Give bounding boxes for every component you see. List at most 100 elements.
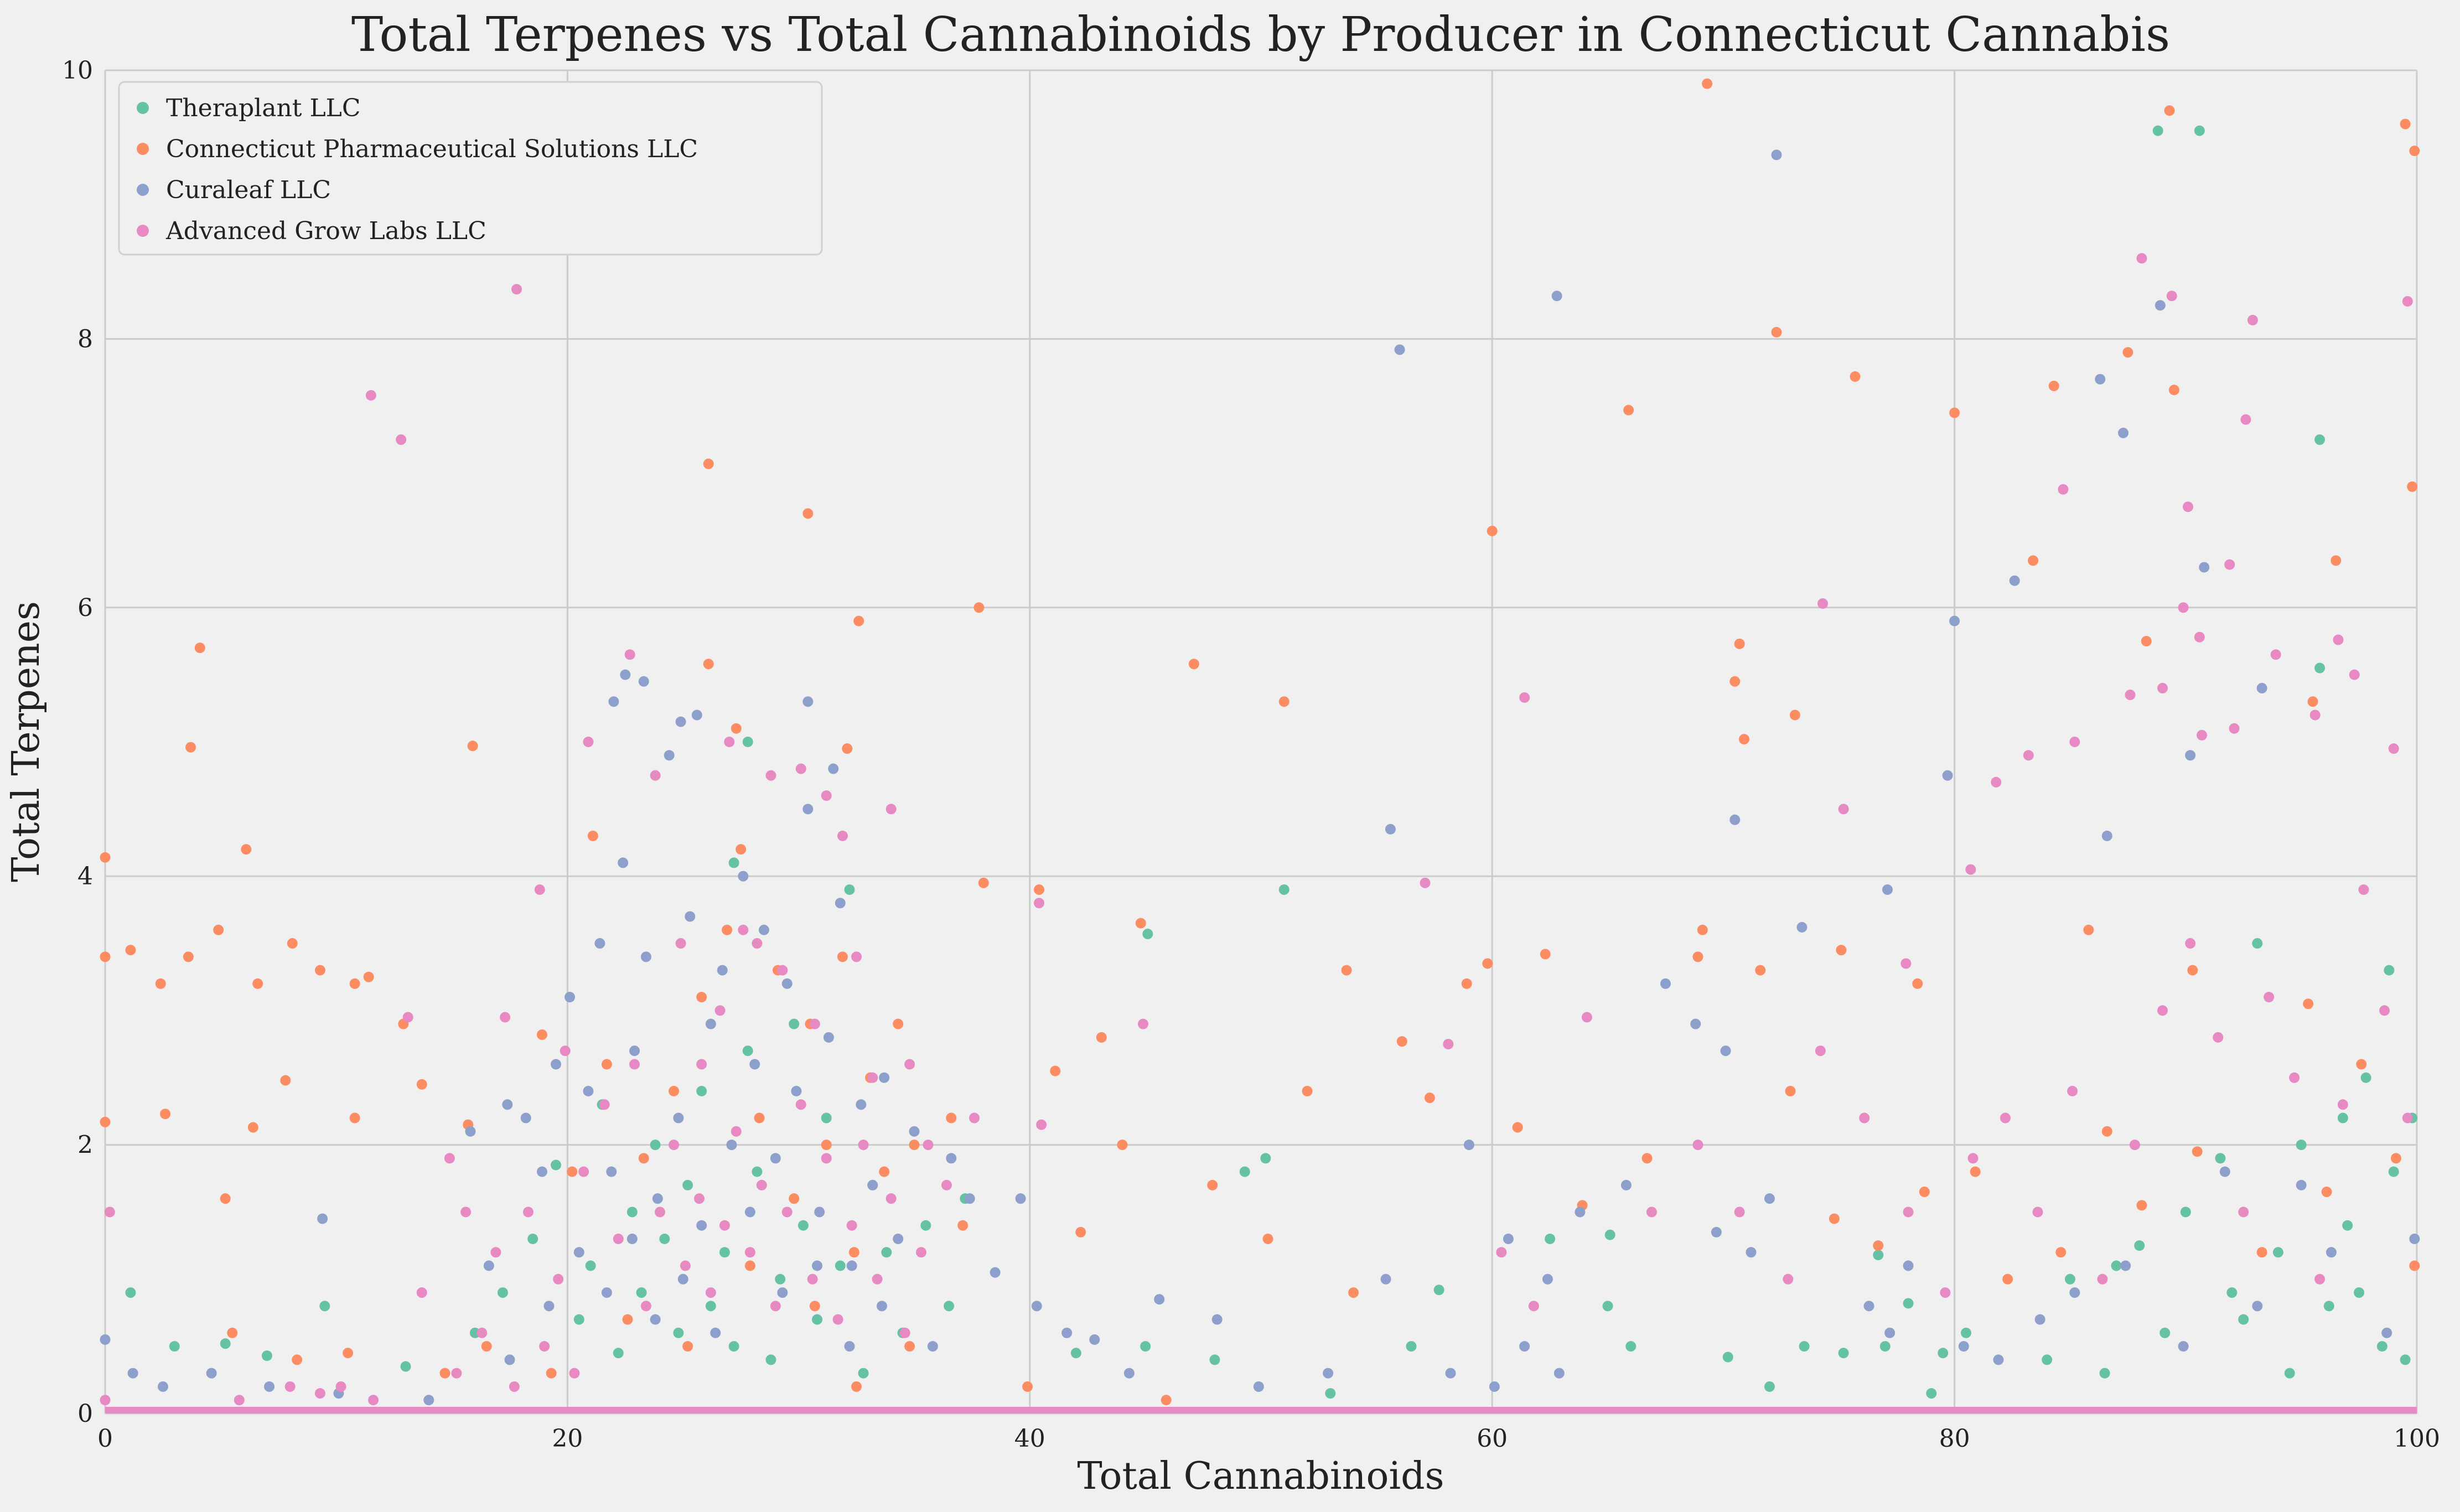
data-point (858, 1140, 869, 1151)
data-point (696, 1220, 707, 1231)
data-point (2064, 1273, 2075, 1285)
x-tick-label: 100 (2394, 1425, 2440, 1453)
series-2 (100, 149, 2420, 1406)
data-point (1034, 898, 1045, 909)
data-point (703, 458, 714, 469)
data-point (904, 1059, 915, 1070)
data-point (1096, 1032, 1107, 1043)
data-point (1015, 1193, 1026, 1204)
data-point (1729, 676, 1741, 687)
data-point (673, 1327, 684, 1338)
data-point (1034, 884, 1045, 895)
data-point (2213, 1032, 2224, 1043)
data-point (703, 659, 714, 670)
data-point (835, 1260, 846, 1271)
data-point (520, 1112, 531, 1123)
data-point (2197, 729, 2208, 741)
data-point (802, 696, 814, 707)
data-point (832, 1314, 843, 1325)
data-point (1260, 1153, 1271, 1164)
data-point (744, 1247, 755, 1258)
data-point (2360, 1072, 2371, 1083)
data-point (2101, 1126, 2112, 1137)
data-point (802, 508, 814, 519)
data-point (1900, 958, 1912, 969)
data-point (527, 1233, 538, 1244)
data-point (2303, 998, 2314, 1009)
data-point (941, 1179, 952, 1190)
data-point (789, 1193, 800, 1204)
data-point (2157, 1005, 2168, 1016)
data-point (368, 1395, 379, 1406)
data-point (756, 1179, 767, 1190)
data-point (1879, 1341, 1891, 1352)
data-point (127, 1368, 138, 1379)
data-point (1137, 1018, 1148, 1029)
data-point (1161, 1395, 1172, 1406)
data-point (797, 1220, 809, 1231)
data-point (876, 1301, 887, 1312)
chart-title: Total Terpenes vs Total Cannabinoids by … (351, 7, 2170, 63)
data-point (2194, 631, 2205, 643)
data-point (1623, 405, 1634, 416)
data-point (1512, 1122, 1523, 1133)
data-point (100, 1395, 111, 1406)
data-point (620, 669, 631, 680)
data-point (1940, 1287, 1951, 1298)
data-point (1912, 978, 1923, 989)
data-point (1262, 1233, 1273, 1244)
data-point (809, 1301, 820, 1312)
data-point (2095, 374, 2106, 385)
data-point (583, 1086, 594, 1097)
data-point (477, 1327, 488, 1338)
data-point (636, 1287, 647, 1298)
data-point (728, 1341, 739, 1352)
data-point (1815, 1045, 1826, 1057)
y-tick-labels: 0 2 4 6 8 10 (62, 56, 93, 1428)
data-point (2349, 669, 2360, 680)
data-point (2256, 1247, 2267, 1258)
data-point (2032, 1207, 2043, 1218)
data-point (511, 284, 522, 295)
data-point (1755, 965, 1766, 976)
data-point (1692, 1140, 1703, 1151)
data-point (1140, 1341, 1151, 1352)
data-point (2028, 555, 2039, 566)
data-point (2164, 105, 2175, 116)
data-point (618, 857, 629, 868)
data-point (2002, 1273, 2013, 1285)
data-point (573, 1247, 584, 1258)
data-point (1949, 407, 1960, 418)
data-point (1396, 1036, 1407, 1047)
data-point (726, 1140, 737, 1151)
data-point (2180, 1207, 2191, 1218)
data-point (2219, 1166, 2230, 1177)
data-point (1519, 1341, 1530, 1352)
data-point (2166, 291, 2177, 302)
data-point (539, 1341, 550, 1352)
data-point (2118, 427, 2129, 438)
data-point (1253, 1381, 1264, 1392)
y-tick-label: 6 (77, 594, 93, 622)
x-tick-label: 20 (552, 1425, 583, 1453)
data-point (837, 951, 848, 962)
data-point (1142, 929, 1153, 940)
data-point (2159, 1327, 2171, 1338)
data-point (1991, 776, 2002, 788)
data-point (194, 643, 205, 654)
data-point (613, 1348, 624, 1359)
data-point (100, 852, 111, 863)
data-point (856, 1099, 867, 1110)
data-point (927, 1341, 938, 1352)
data-points (100, 78, 2420, 1413)
data-point (2157, 682, 2168, 693)
data-point (1117, 1140, 1128, 1151)
data-point (363, 971, 374, 982)
data-point (1487, 525, 1498, 536)
data-point (599, 1099, 610, 1110)
data-point (2055, 1247, 2067, 1258)
data-point (1859, 1112, 1870, 1123)
data-point (640, 951, 651, 962)
data-point (2101, 830, 2112, 841)
data-point (946, 1153, 957, 1164)
